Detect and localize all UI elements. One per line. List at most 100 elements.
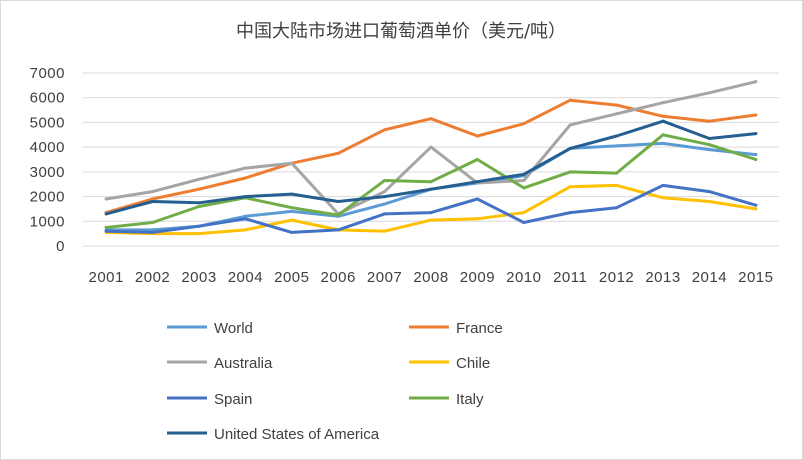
data-point: [707, 190, 711, 194]
data-point: [754, 132, 758, 136]
data-point: [707, 143, 711, 147]
legend-item: United States of America: [167, 426, 380, 443]
legend-item: Italy: [409, 391, 484, 408]
data-point: [568, 211, 572, 215]
data-point: [522, 221, 526, 225]
x-tick-label: 2007: [367, 269, 402, 286]
data-point: [336, 200, 340, 204]
data-point: [754, 203, 758, 207]
data-point: [243, 228, 247, 232]
data-point: [383, 128, 387, 132]
data-point: [615, 112, 619, 116]
x-tick-label: 2012: [599, 269, 634, 286]
legend-label: Australia: [214, 355, 273, 372]
data-point: [243, 176, 247, 180]
data-point: [151, 228, 155, 232]
x-tick-label: 2003: [181, 269, 216, 286]
series-line-spain: [104, 183, 758, 234]
legend-label: World: [214, 320, 253, 337]
legend-label: United States of America: [214, 426, 380, 443]
data-point: [243, 195, 247, 199]
data-point: [475, 197, 479, 201]
data-point: [429, 117, 433, 121]
data-point: [290, 161, 294, 165]
data-point: [522, 211, 526, 215]
legend-label: Chile: [456, 355, 490, 372]
legend-item: France: [409, 320, 503, 337]
data-point: [475, 158, 479, 161]
data-point: [522, 172, 526, 176]
data-point: [475, 134, 479, 138]
data-point: [661, 133, 665, 137]
data-point: [429, 218, 433, 222]
legend-item: Chile: [409, 355, 490, 372]
y-tick-label: 2000: [30, 189, 65, 206]
data-point: [197, 177, 201, 181]
data-point: [104, 212, 108, 216]
series-lines: [104, 80, 758, 236]
data-point: [243, 166, 247, 170]
data-point: [151, 197, 155, 201]
data-point: [197, 224, 201, 228]
x-tick-label: 2014: [692, 269, 727, 286]
data-point: [290, 192, 294, 196]
x-tick-label: 2006: [321, 269, 356, 286]
x-axis-tick-labels: 2001 2002 2003 2004 2005 2006 2007 2008 2009 2010…: [89, 269, 773, 286]
data-point: [754, 158, 758, 161]
data-point: [661, 183, 665, 187]
data-point: [429, 180, 433, 184]
data-point: [661, 196, 665, 200]
series-spain: [104, 183, 758, 234]
y-tick-label: 7000: [30, 65, 65, 82]
data-point: [429, 145, 433, 149]
data-point: [615, 134, 619, 138]
data-point: [707, 119, 711, 123]
data-point: [661, 119, 665, 123]
data-point: [568, 123, 572, 127]
series-chile: [104, 183, 758, 236]
data-point: [707, 200, 711, 204]
data-point: [707, 148, 711, 152]
x-tick-label: 2004: [228, 269, 263, 286]
data-point: [151, 221, 155, 225]
y-tick-label: 6000: [30, 90, 65, 107]
data-point: [754, 80, 758, 84]
series-line-united-states-of-america: [104, 119, 758, 216]
y-tick-label: 5000: [30, 114, 65, 131]
data-point: [661, 114, 665, 118]
data-point: [151, 200, 155, 204]
data-point: [522, 186, 526, 190]
data-point: [197, 232, 201, 236]
legend-label: France: [456, 320, 503, 337]
x-tick-label: 2005: [274, 269, 309, 286]
data-point: [615, 171, 619, 175]
data-point: [383, 179, 387, 183]
data-point: [197, 187, 201, 191]
data-point: [568, 185, 572, 189]
data-point: [568, 146, 572, 150]
data-point: [383, 212, 387, 216]
data-point: [290, 206, 294, 210]
data-point: [568, 170, 572, 174]
x-tick-label: 2015: [738, 269, 773, 286]
x-tick-label: 2013: [645, 269, 680, 286]
x-tick-label: 2009: [460, 269, 495, 286]
data-point: [290, 209, 294, 213]
legend: World France Australia Chile Spain Italy Unite…: [167, 320, 503, 443]
series-australia: [104, 80, 758, 216]
y-tick-label: 0: [56, 238, 65, 255]
x-tick-label: 2002: [135, 269, 170, 286]
data-point: [475, 180, 479, 184]
data-point: [243, 214, 247, 218]
data-point: [707, 136, 711, 140]
data-point: [522, 179, 526, 183]
data-point: [290, 218, 294, 222]
legend-item: Spain: [167, 391, 252, 408]
data-point: [151, 190, 155, 194]
chart-title: 中国大陆市场进口葡萄酒单价（美元/吨）: [236, 21, 566, 42]
y-tick-label: 3000: [30, 164, 65, 181]
data-point: [568, 98, 572, 102]
x-tick-label: 2008: [413, 269, 448, 286]
